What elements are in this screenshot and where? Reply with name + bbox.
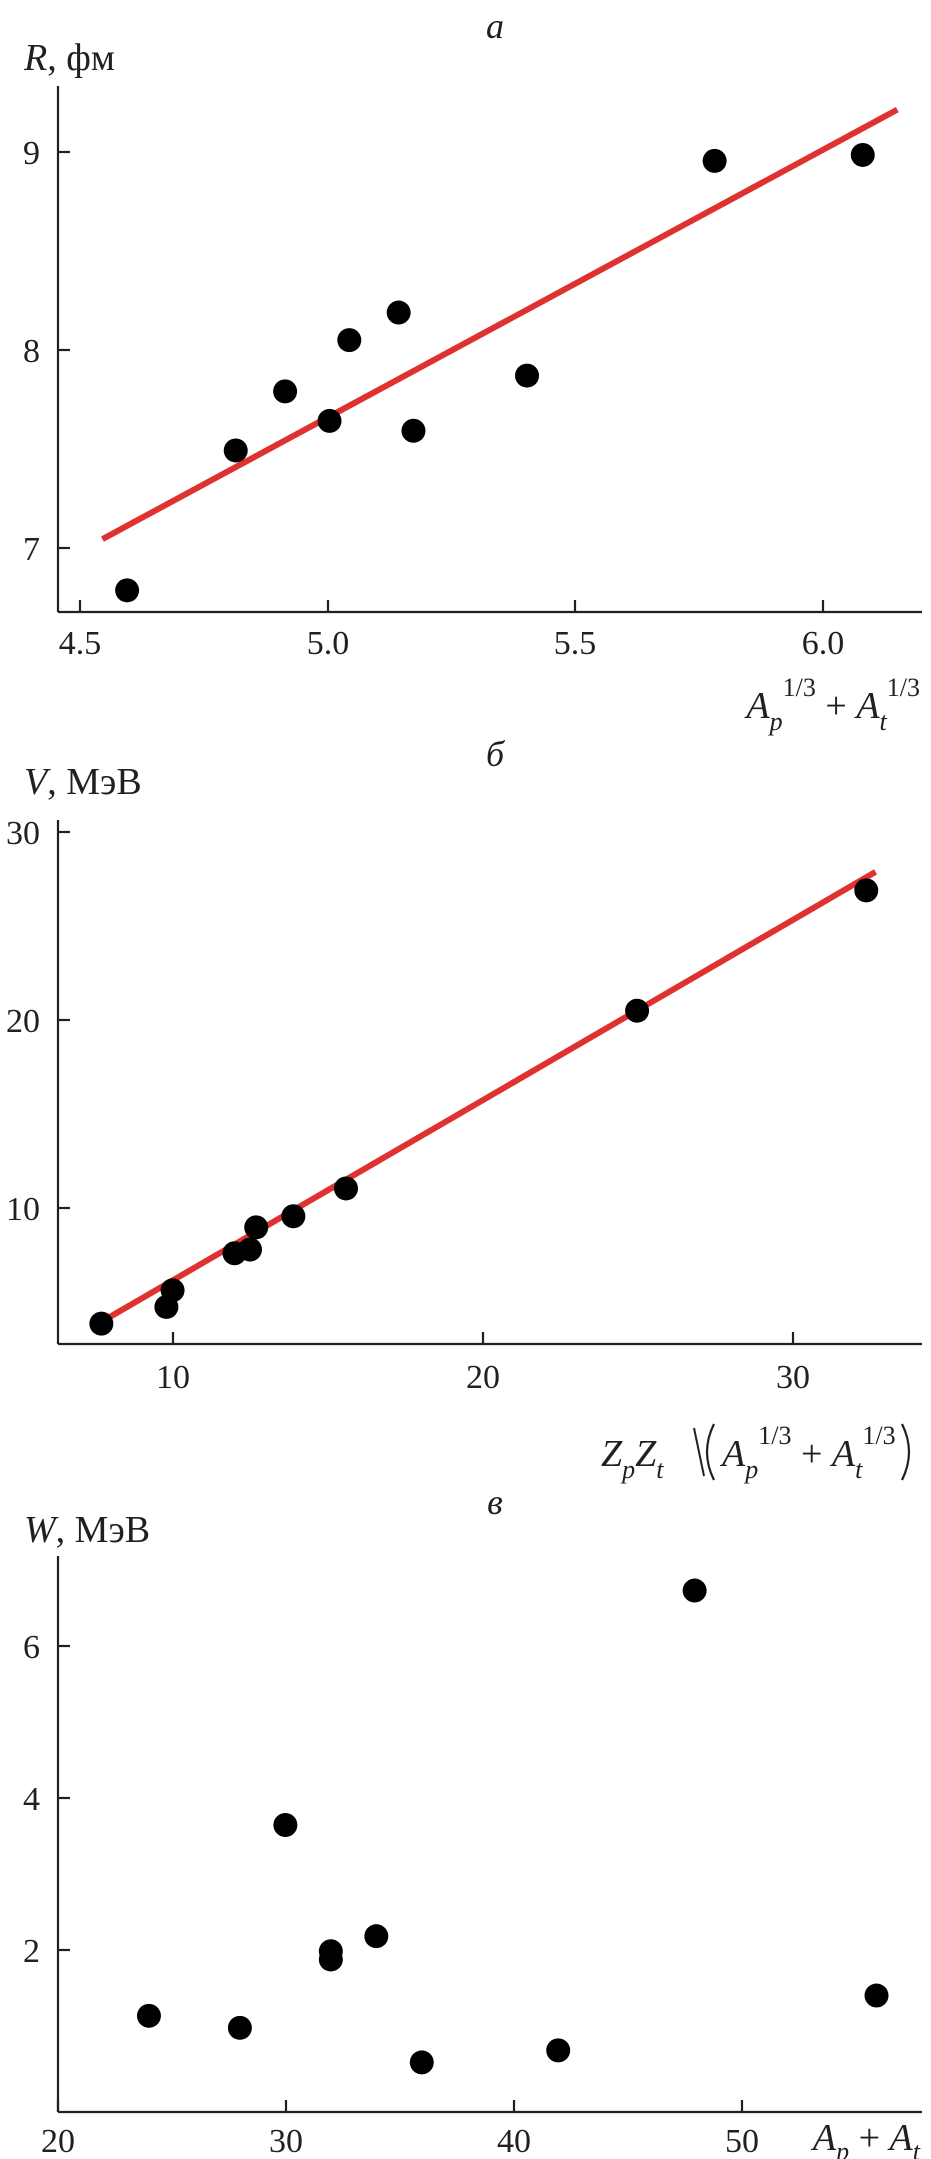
panel-a-data-point-2: [223, 438, 248, 463]
panel-a-points: [115, 142, 875, 603]
panel-b-y-axis-label: V, МэВ: [24, 761, 142, 803]
panel-c-x-tick-label-20: 20: [41, 2123, 75, 2159]
panel-b-x-tick-label-30: 30: [776, 1359, 810, 1396]
panel-c-y-tick-label-2: 2: [23, 1933, 40, 1970]
panel-c-data-point-1: [136, 2003, 161, 2028]
panel-c-x-tick-label-30: 30: [269, 2123, 303, 2159]
panel-a-x-tick-label-4.5: 4.5: [59, 625, 102, 662]
panel-a-fit-line-group: [101, 107, 899, 542]
panel-c-data-point-6: [364, 1924, 389, 1949]
panel-b-points: [89, 878, 879, 1336]
panel-a-data-point-6: [386, 300, 411, 325]
panel-a-x-tick-label-5.5: 5.5: [554, 625, 597, 662]
panel-b-potential: б V, МэВ 10 20 30 10 20 30 ZpZt Ap1/3 + …: [6, 734, 922, 1484]
panel-a-y-tick-label-9: 9: [23, 135, 40, 172]
panel-c-points: [136, 1578, 889, 2075]
panel-b-label: б: [486, 734, 506, 774]
panel-c-data-point-9: [682, 1578, 707, 1603]
panel-a-fit-line: [101, 107, 899, 542]
panel-c-x-axis-label: Ap + At: [810, 2117, 921, 2159]
panel-a-label: а: [486, 6, 504, 46]
panel-a-data-point-3: [273, 379, 298, 404]
panel-a-data-point-7: [401, 418, 426, 443]
panel-b-data-point-9: [625, 998, 650, 1023]
panel-c-y-axis-label: W, МэВ: [24, 1509, 150, 1551]
panel-a-data-point-5: [337, 328, 362, 353]
panel-b-y-tick-label-30: 30: [6, 815, 40, 852]
panel-a-data-point-4: [317, 408, 342, 433]
panel-a-y-tick-label-8: 8: [23, 333, 40, 370]
svg-text:ZpZt: ZpZt: [601, 1433, 664, 1484]
panel-a-data-point-1: [115, 578, 140, 603]
panel-c-x-tick-label-40: 40: [497, 2123, 531, 2159]
panel-c-x-tick-label-50: 50: [725, 2123, 759, 2159]
panel-c-data-point-8: [546, 2038, 571, 2063]
panel-c-y-tick-label-6: 6: [23, 1629, 40, 1666]
panel-a-y-tick-label-7: 7: [23, 531, 40, 568]
panel-b-data-point-7: [281, 1204, 306, 1229]
panel-c-data-point-2: [227, 2015, 252, 2040]
panel-a-radius: а R, фм 7 8 9 4.5 5.0 5.5 6.0 Ap1/3 + At…: [23, 6, 922, 736]
panel-c-data-point-7: [409, 2050, 434, 2075]
panel-b-data-point-5: [238, 1237, 262, 1262]
panel-b-fit-line-group: [93, 869, 878, 1329]
panel-a-data-point-8: [515, 363, 540, 388]
panel-c-absorption: в W, МэВ 2 4 6 20 30 40 50 Ap + At: [23, 1482, 922, 2159]
panel-b-data-point-8: [334, 1176, 358, 1201]
panel-b-y-tick-label-10: 10: [6, 1191, 40, 1228]
panel-a-x-tick-label-5.0: 5.0: [307, 625, 350, 662]
panel-b-x-tick-label-20: 20: [466, 1359, 500, 1396]
panel-a-x-axis-label: Ap1/3 + At1/3: [743, 673, 920, 736]
panel-b-fit-line: [93, 869, 878, 1329]
panel-b-data-point-10: [854, 878, 879, 903]
panel-a-y-axis-label: R, фм: [23, 37, 115, 79]
panel-b-data-point-3: [160, 1278, 185, 1303]
panel-c-data-point-3: [273, 1812, 298, 1837]
panel-c-data-point-5: [318, 1947, 343, 1972]
panel-c-data-point-10: [864, 1983, 889, 2008]
svg-text:Ap1/3 + At1/3: Ap1/3 + At1/3: [719, 1421, 896, 1484]
panel-a-x-tick-label-6.0: 6.0: [802, 625, 845, 662]
panel-b-x-tick-label-10: 10: [156, 1359, 190, 1396]
panel-a-data-point-10: [850, 142, 875, 167]
panel-b-data-point-6: [244, 1215, 269, 1240]
panel-b-data-point-1: [89, 1311, 114, 1336]
panel-c-y-tick-label-4: 4: [23, 1781, 40, 1818]
panel-b-y-tick-label-20: 20: [6, 1003, 40, 1040]
panel-a-data-point-9: [702, 148, 727, 173]
panel-c-label: в: [487, 1482, 503, 1522]
panel-b-x-axis-label: ZpZt Ap1/3 + At1/3: [601, 1421, 911, 1484]
